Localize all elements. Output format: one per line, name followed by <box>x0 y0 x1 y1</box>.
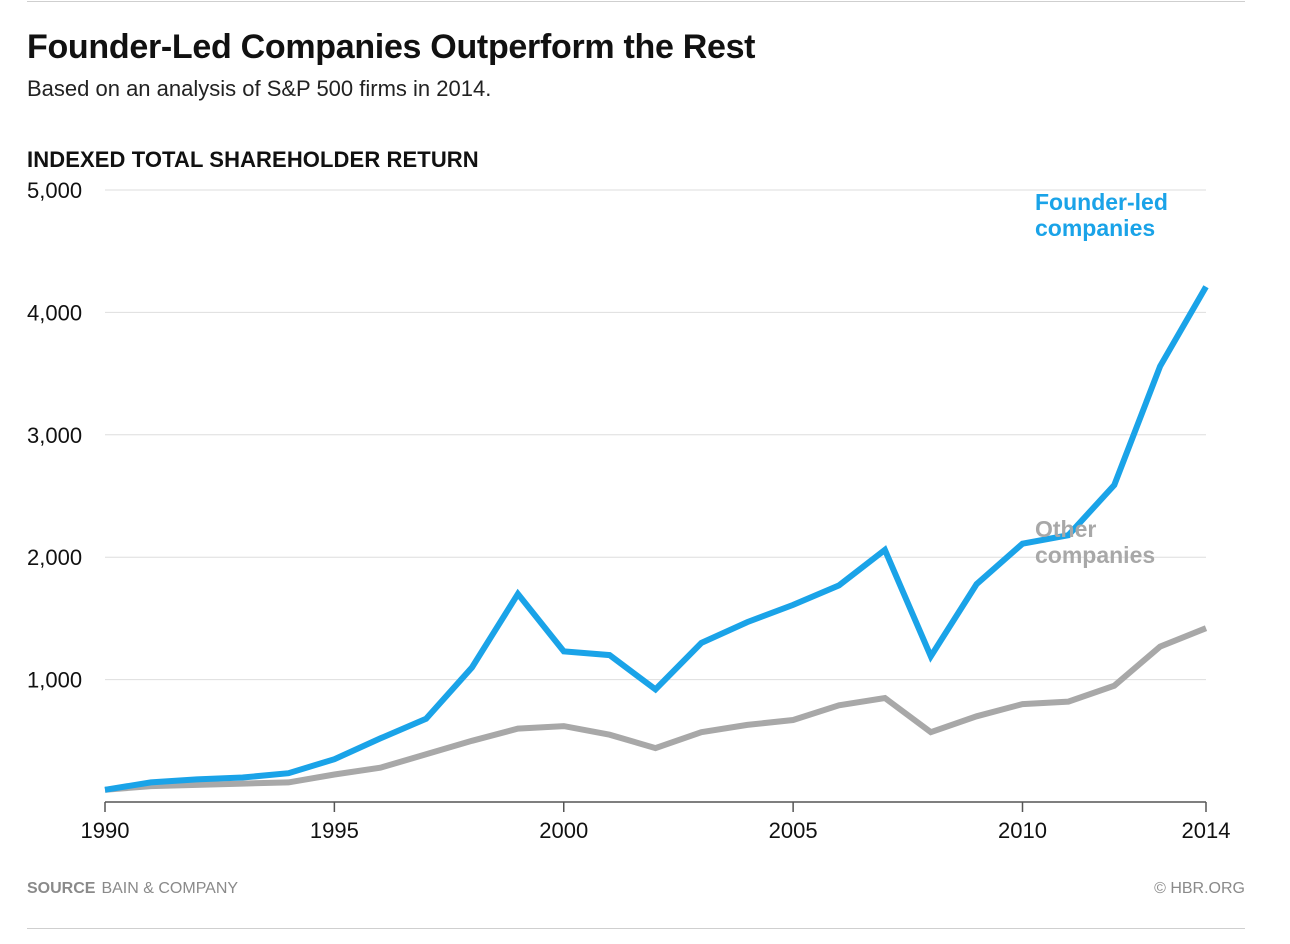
x-tick-label: 2014 <box>1182 818 1231 843</box>
chart-title: Founder-Led Companies Outperform the Res… <box>27 28 756 66</box>
source-label: SOURCE <box>27 880 96 897</box>
series-label-founder-led-companies: companies <box>1035 215 1155 241</box>
y-tick-label: 5,000 <box>27 178 82 203</box>
x-tick-label: 2005 <box>769 818 818 843</box>
copyright-note: © HBR.ORG <box>1154 880 1245 897</box>
chart-subtitle: Based on an analysis of S&P 500 firms in… <box>27 76 492 101</box>
series-line-founder-led-companies <box>104 285 1209 793</box>
series-line-other-companies <box>104 625 1208 793</box>
source-text: BAIN & COMPANY <box>101 880 239 897</box>
y-tick-label: 2,000 <box>27 545 82 570</box>
y-tick-label: 4,000 <box>27 300 82 325</box>
series-label-founder-led-companies: Founder-led <box>1035 189 1168 215</box>
series-label-other-companies: Other <box>1035 516 1096 542</box>
source-note: SOURCE BAIN & COMPANY <box>27 880 238 898</box>
x-tick-label: 2000 <box>539 818 588 843</box>
y-tick-label: 3,000 <box>27 423 82 448</box>
bottom-rule <box>27 928 1245 929</box>
top-rule <box>27 1 1245 2</box>
series-label-other-companies: companies <box>1035 542 1155 568</box>
x-tick-label: 1995 <box>310 818 359 843</box>
x-tick-label: 1990 <box>81 818 130 843</box>
y-axis-label: INDEXED TOTAL SHAREHOLDER RETURN <box>27 147 479 172</box>
y-tick-label: 1,000 <box>27 668 82 693</box>
x-tick-label: 2010 <box>998 818 1047 843</box>
